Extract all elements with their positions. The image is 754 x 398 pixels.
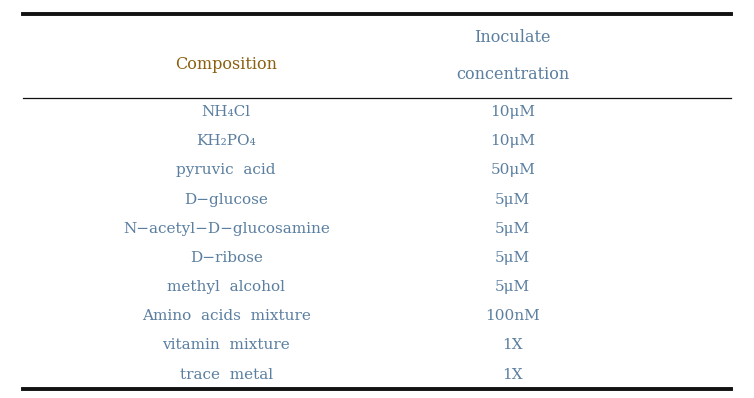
Text: 10μM: 10μM bbox=[490, 105, 535, 119]
Text: Inoculate: Inoculate bbox=[474, 29, 551, 46]
Text: 100nM: 100nM bbox=[486, 309, 540, 323]
Text: D−ribose: D−ribose bbox=[190, 251, 262, 265]
Text: NH₄Cl: NH₄Cl bbox=[201, 105, 251, 119]
Text: concentration: concentration bbox=[456, 66, 569, 83]
Text: 5μM: 5μM bbox=[495, 280, 530, 294]
Text: 5μM: 5μM bbox=[495, 222, 530, 236]
Text: KH₂PO₄: KH₂PO₄ bbox=[196, 134, 256, 148]
Text: vitamin  mixture: vitamin mixture bbox=[162, 338, 290, 353]
Text: Composition: Composition bbox=[175, 56, 277, 72]
Text: 5μM: 5μM bbox=[495, 251, 530, 265]
Text: 50μM: 50μM bbox=[490, 164, 535, 178]
Text: D−glucose: D−glucose bbox=[184, 193, 268, 207]
Text: N−acetyl−D−glucosamine: N−acetyl−D−glucosamine bbox=[123, 222, 329, 236]
Text: 1X: 1X bbox=[502, 338, 523, 353]
Text: pyruvic  acid: pyruvic acid bbox=[176, 164, 276, 178]
Text: 10μM: 10μM bbox=[490, 134, 535, 148]
Text: 1X: 1X bbox=[502, 368, 523, 382]
Text: Amino  acids  mixture: Amino acids mixture bbox=[142, 309, 311, 323]
Text: trace  metal: trace metal bbox=[179, 368, 273, 382]
Text: 5μM: 5μM bbox=[495, 193, 530, 207]
Text: methyl  alcohol: methyl alcohol bbox=[167, 280, 285, 294]
